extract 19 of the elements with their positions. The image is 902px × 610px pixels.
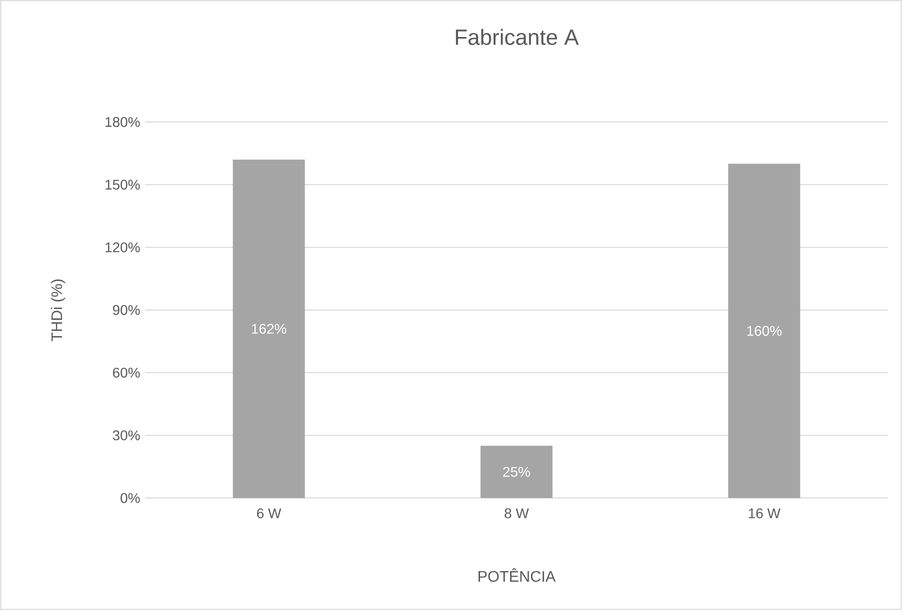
- x-axis-title: POTÊNCIA: [478, 568, 556, 582]
- x-tick-label: 6 W: [257, 508, 282, 518]
- data-label: 162%: [252, 324, 286, 334]
- y-tick-label: 60%: [112, 368, 140, 378]
- bar: [728, 164, 800, 498]
- y-tick-label: 150%: [106, 180, 140, 190]
- bar: [232, 160, 305, 498]
- x-tick-label: 16 W: [748, 508, 780, 518]
- chart-title: Fabricante A: [456, 28, 579, 46]
- y-tick-label: 0%: [120, 493, 140, 503]
- data-label: 25%: [503, 466, 530, 477]
- y-tick-label: 180%: [106, 117, 140, 127]
- y-axis-title: THDi (%): [50, 279, 66, 342]
- y-tick-label: 90%: [112, 305, 140, 315]
- x-tick-label: 8 W: [504, 508, 529, 518]
- y-tick-label: 120%: [106, 242, 140, 252]
- y-tick-label: 30%: [112, 430, 140, 440]
- bar: [480, 446, 553, 498]
- data-label: 160%: [747, 326, 782, 336]
